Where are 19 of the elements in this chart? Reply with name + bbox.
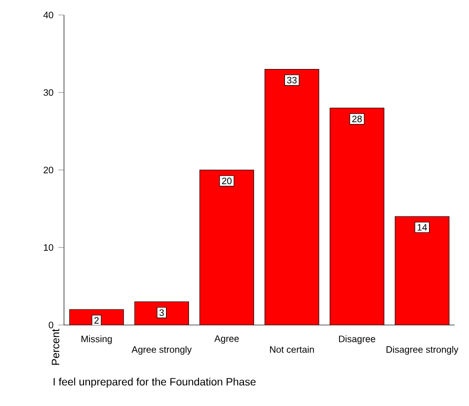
- data-label: 3: [159, 309, 164, 316]
- x-tick-label: Missing: [82, 335, 112, 344]
- data-label: 20: [222, 178, 232, 184]
- y-tick-label: 10: [44, 244, 54, 251]
- x-tick-label: Agree strongly: [132, 346, 192, 355]
- data-label: 33: [287, 76, 297, 84]
- y-tick-label: 0: [48, 322, 54, 328]
- x-tick-label: Not certain: [270, 346, 314, 353]
- x-tick-label: Disagree strongly: [386, 346, 458, 355]
- y-tick-label: 40: [43, 12, 54, 18]
- data-label: 2: [94, 317, 99, 324]
- x-tick-label: Agree: [214, 335, 239, 344]
- y-tick-label: 30: [44, 89, 54, 96]
- data-label: 28: [352, 116, 362, 122]
- y-tick-label: 20: [44, 166, 54, 174]
- x-axis-title: I feel unprepared for the Foundation Phase: [54, 378, 256, 388]
- data-label: 14: [418, 224, 428, 231]
- y-axis-title: Percent: [52, 328, 60, 365]
- x-tick-label: Disagree: [339, 335, 376, 344]
